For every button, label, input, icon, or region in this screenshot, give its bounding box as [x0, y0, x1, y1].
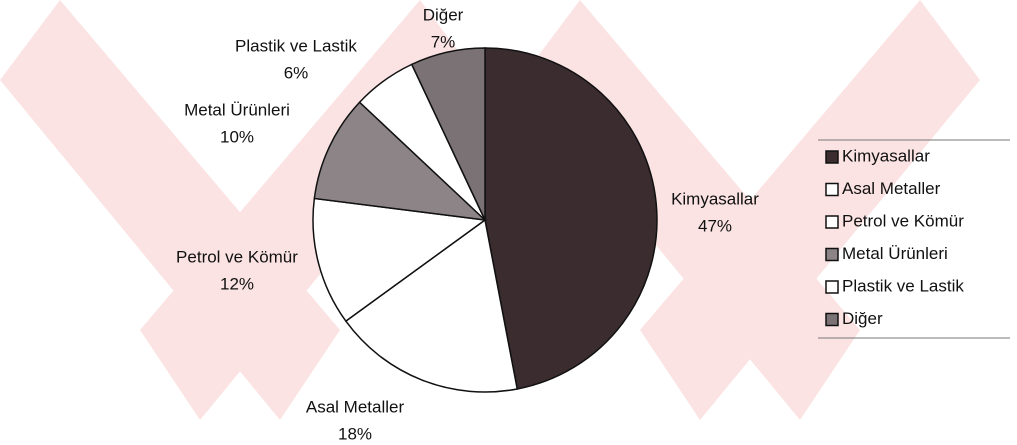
- legend-swatch: [825, 182, 839, 197]
- slice-label: Kimyasallar: [671, 189, 759, 208]
- pie-slice: [344, 218, 519, 393]
- slice-label: Metal Ürünleri: [184, 100, 290, 119]
- pie-slice: [313, 101, 488, 222]
- legend-swatch: [825, 312, 839, 327]
- legend-label: Diğer: [842, 309, 883, 328]
- pie-slice: [312, 197, 487, 323]
- legend-label: Asal Metaller: [842, 179, 941, 198]
- legend-label: Metal Ürünleri: [842, 244, 948, 263]
- slice-value-label: 18%: [338, 424, 372, 443]
- legend-swatch: [825, 215, 839, 229]
- slice-label: Asal Metaller: [306, 397, 405, 416]
- legend-swatch: [825, 247, 839, 262]
- slice-value-label: 47%: [698, 216, 732, 235]
- legend-label: Kimyasallar: [842, 146, 930, 165]
- legend-swatch: [825, 280, 839, 294]
- slice-label: Plastik ve Lastik: [235, 36, 357, 55]
- legend-swatch: [825, 150, 839, 164]
- pie-slice: [410, 47, 486, 221]
- slice-label: Petrol ve Kömür: [176, 247, 298, 266]
- slice-value-label: 7%: [431, 32, 456, 51]
- legend-label: Petrol ve Kömür: [842, 211, 964, 230]
- slice-label: Diğer: [423, 5, 464, 24]
- slice-value-label: 6%: [284, 63, 309, 82]
- slice-value-label: 12%: [220, 274, 254, 293]
- slice-value-label: 10%: [220, 127, 254, 146]
- pie-slice: [484, 47, 658, 390]
- legend-label: Plastik ve Lastik: [842, 276, 964, 295]
